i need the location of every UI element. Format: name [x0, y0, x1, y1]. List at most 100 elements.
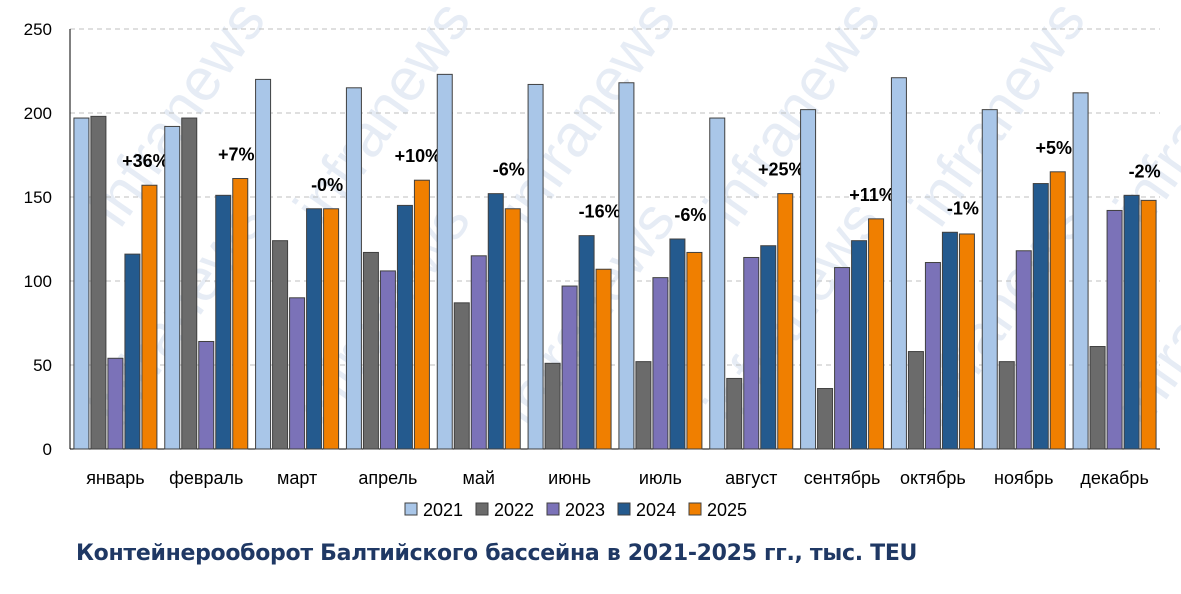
bar-2021	[345, 87, 362, 450]
legend-swatch-2021	[404, 502, 418, 516]
bar-2024	[306, 208, 323, 450]
bar-2023	[1015, 250, 1032, 450]
bar-2021	[255, 78, 272, 450]
bar-2022	[817, 388, 834, 450]
change-annotation: -6%	[493, 160, 525, 180]
bar-2023	[924, 262, 941, 450]
bar-2024	[941, 231, 958, 450]
bar-2023	[107, 357, 124, 450]
chart-title: Контейнерооборот Балтийского бассейна в …	[76, 541, 918, 566]
change-annotation: +5%	[1035, 138, 1072, 158]
bar-chart: infranews infranews infranews infranews infr…	[24, 0, 1181, 520]
bar-2025	[777, 193, 794, 450]
bar-2021	[73, 117, 90, 450]
change-annotation: -1%	[947, 198, 979, 218]
change-annotation: +25%	[758, 160, 805, 180]
bar-2021	[981, 109, 998, 450]
bar-2022	[181, 117, 198, 450]
bar-2024	[1032, 183, 1049, 450]
x-tick-label: февраль	[169, 468, 243, 488]
x-tick-label: май	[463, 468, 495, 488]
bar-2023	[834, 267, 851, 450]
bar-2022	[272, 240, 289, 450]
legend-swatch-2025	[688, 502, 702, 516]
bar-2025	[1140, 199, 1157, 450]
bar-2023	[561, 285, 578, 450]
change-annotation: -0%	[311, 175, 343, 195]
legend-label: 2025	[707, 500, 747, 520]
bar-2022	[907, 351, 924, 450]
bar-2022	[544, 362, 561, 450]
bar-2024	[215, 194, 232, 450]
legend-label: 2022	[494, 500, 534, 520]
bar-2021	[709, 117, 726, 450]
change-annotation: +36%	[122, 151, 169, 171]
bar-2024	[669, 238, 686, 450]
bar-2021	[527, 83, 544, 450]
change-annotation: -2%	[1129, 161, 1161, 181]
bar-2025	[868, 218, 885, 450]
bar-2022	[453, 302, 470, 450]
bar-2025	[1049, 171, 1066, 450]
x-tick-label: ноябрь	[994, 468, 1053, 488]
legend-label: 2024	[636, 500, 676, 520]
bar-2023	[379, 270, 396, 450]
bar-2022	[998, 361, 1015, 450]
bar-2023	[289, 297, 306, 450]
bar-2024	[851, 240, 868, 450]
x-tick-label: октябрь	[900, 468, 966, 488]
bar-2025	[504, 208, 521, 450]
legend-swatch-2024	[617, 502, 631, 516]
x-tick-label: декабрь	[1080, 468, 1149, 488]
y-tick-label: 0	[43, 440, 52, 459]
bar-2024	[487, 193, 504, 450]
bar-2025	[686, 251, 703, 450]
bar-2025	[232, 178, 249, 450]
bar-2025	[413, 179, 430, 450]
x-tick-label: апрель	[358, 468, 417, 488]
bar-2025	[958, 233, 975, 450]
bar-2024	[396, 204, 413, 450]
bar-2024	[760, 245, 777, 450]
bar-2025	[323, 208, 340, 450]
bar-2023	[652, 277, 669, 450]
y-tick-label: 250	[24, 20, 52, 39]
y-tick-label: 200	[24, 104, 52, 123]
bar-2021	[1072, 92, 1089, 450]
bar-2022	[90, 115, 107, 450]
change-annotation: -16%	[579, 202, 621, 222]
bar-2021	[890, 77, 907, 450]
bar-2025	[141, 184, 158, 450]
legend-label: 2023	[565, 500, 605, 520]
bar-2021	[618, 82, 635, 450]
bar-2025	[595, 268, 612, 450]
bar-2022	[635, 361, 652, 450]
x-tick-label: июль	[639, 468, 682, 488]
y-tick-label: 150	[24, 188, 52, 207]
bar-2024	[124, 253, 141, 450]
x-tick-label: сентябрь	[804, 468, 881, 488]
bar-2022	[726, 377, 743, 450]
change-annotation: +11%	[849, 185, 895, 205]
bar-2022	[1089, 346, 1106, 450]
legend-swatch-2022	[475, 502, 489, 516]
legend-label: 2021	[423, 500, 463, 520]
x-tick-label: июнь	[548, 468, 591, 488]
bar-2022	[362, 251, 379, 450]
change-annotation: +7%	[218, 145, 255, 165]
bar-2023	[1106, 209, 1123, 450]
bar-2023	[198, 340, 215, 450]
bar-2021	[436, 73, 453, 450]
x-tick-label: август	[725, 468, 777, 488]
bar-2024	[1123, 194, 1140, 450]
x-tick-label: март	[277, 468, 317, 488]
change-annotation: -6%	[674, 205, 706, 225]
x-tick-label: январь	[86, 468, 144, 488]
bar-2024	[578, 235, 595, 450]
bar-2021	[164, 125, 181, 450]
change-annotation: +10%	[395, 146, 442, 166]
legend-swatch-2023	[546, 502, 560, 516]
y-tick-label: 100	[24, 272, 52, 291]
bar-2023	[470, 255, 487, 450]
